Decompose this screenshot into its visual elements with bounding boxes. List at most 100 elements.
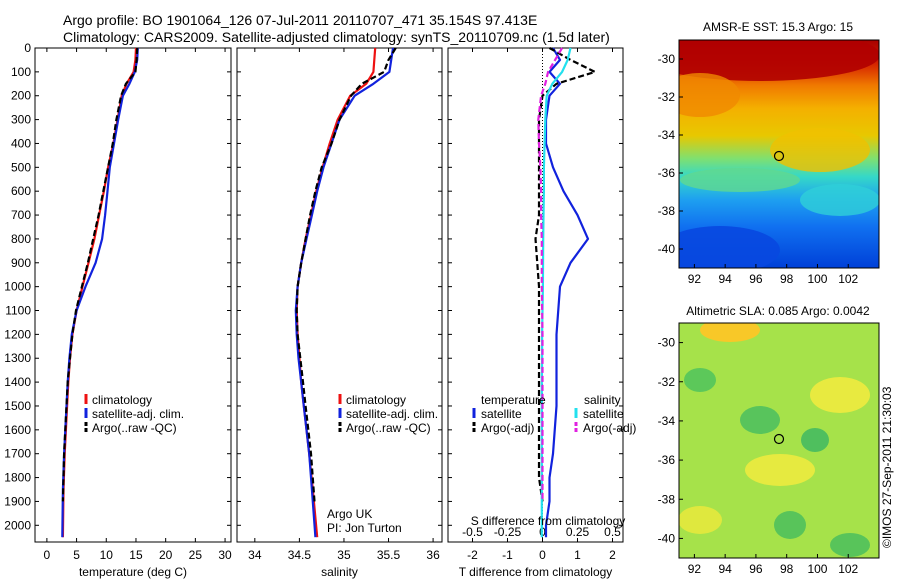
map-x-tick-label: 96 — [749, 272, 763, 286]
map-y-tick-label: -32 — [658, 375, 676, 389]
sla-map: Altimetric SLA: 0.085 Argo: 0.0042 92 94 9… — [658, 304, 880, 576]
legend-temp-argo-label: Argo(-adj) — [481, 421, 534, 435]
salinity-legend: climatology satellite-adj. clim. Argo(..… — [338, 393, 438, 435]
sla-low-patch — [830, 533, 870, 557]
sla-low-patch — [774, 511, 806, 539]
pi-annotation: PI: Jon Turton — [327, 521, 402, 535]
map-x-tick-label: 100 — [807, 562, 827, 576]
x-tick-label: 35.5 — [377, 548, 401, 562]
x-tick-label: 34 — [248, 548, 262, 562]
plot-frame — [34, 47, 232, 543]
y-tick-label: 400 — [11, 136, 31, 150]
difference-legend: temperature satellite Argo(-adj) salinit… — [472, 393, 636, 435]
x-tick-label: 25 — [189, 548, 203, 562]
s-diff-tick-label: -0.5 — [462, 525, 483, 539]
sla-high-patch — [810, 377, 870, 413]
series-line-argo-raw-qc- — [295, 47, 397, 502]
y-tick-label: 1200 — [4, 327, 31, 341]
sla-map-title: Altimetric SLA: 0.085 Argo: 0.0042 — [686, 304, 870, 318]
difference-panel: -2 -1 0 1 2-0.5 -0.25 0 0.25 0.5T difference fro… — [447, 47, 624, 579]
x-tick-label: -1 — [502, 548, 513, 562]
x-axis-label: temperature (deg C) — [79, 565, 187, 579]
map-x-tick-label: 94 — [718, 272, 732, 286]
map-y-tick-label: -38 — [658, 204, 676, 218]
y-tick-label: 1700 — [4, 447, 31, 461]
y-tick-label: 1800 — [4, 471, 31, 485]
y-tick-label: 1600 — [4, 423, 31, 437]
legend-sal-satellite-label: satellite — [583, 407, 624, 421]
x-tick-label: 34.5 — [288, 548, 312, 562]
figure-title-line-1: Argo profile: BO 1901064_126 07-Jul-2011… — [63, 12, 537, 28]
series-line-salinity-satellite — [540, 47, 572, 538]
y-tick-label: 0 — [24, 41, 31, 55]
sst-yellow-tongue — [770, 128, 870, 172]
y-tick-label: 600 — [11, 184, 31, 198]
x-tick-label: 35 — [337, 548, 351, 562]
sla-map-frame — [678, 322, 880, 559]
x-axis-label: salinity — [321, 565, 358, 579]
sst-orange-band — [679, 73, 740, 117]
map-y-tick-label: -32 — [658, 90, 676, 104]
legend-climatology-label: climatology — [346, 393, 406, 407]
legend-satellite-label: satellite-adj. clim. — [346, 407, 438, 421]
sst-map: AMSR-E SST: 15.3 Argo: 15 92 94 96 98 100 102… — [658, 20, 880, 286]
x-tick-label: 0 — [44, 548, 51, 562]
plot-frame — [236, 47, 443, 543]
x-axis-label: T difference from climatology — [459, 565, 613, 579]
sla-argo-marker — [773, 433, 785, 445]
map-x-tick-label: 92 — [688, 272, 702, 286]
map-x-tick-label: 98 — [780, 562, 794, 576]
y-tick-label: 1000 — [4, 280, 31, 294]
x-tick-label: 15 — [129, 548, 143, 562]
sla-high-patch — [679, 506, 722, 534]
y-tick-label: 800 — [11, 232, 31, 246]
s-difference-label: S difference from climatology — [471, 514, 626, 528]
sla-high-patch — [745, 454, 815, 486]
legend-argo-label: Argo(..raw -QC) — [92, 421, 177, 435]
sst-map-frame — [678, 39, 880, 269]
sst-argo-marker — [773, 150, 785, 162]
x-tick-label: 36 — [426, 548, 440, 562]
sst-map-title: AMSR-E SST: 15.3 Argo: 15 — [703, 20, 853, 34]
y-tick-label: 100 — [11, 65, 31, 79]
s-diff-tick-label: 0.5 — [604, 525, 621, 539]
y-tick-label: 700 — [11, 208, 31, 222]
sst-warm-patch — [679, 40, 879, 81]
y-tick-label: 200 — [11, 89, 31, 103]
x-tick-label: 2 — [609, 548, 616, 562]
map-x-tick-label: 96 — [749, 562, 763, 576]
legend-satellite-label: satellite-adj. clim. — [92, 407, 184, 421]
y-tick-label: 1900 — [4, 494, 31, 508]
map-x-tick-label: 92 — [688, 562, 702, 576]
y-tick-label: 1500 — [4, 399, 31, 413]
map-y-tick-label: -38 — [658, 492, 676, 506]
map-y-tick-label: -40 — [658, 242, 676, 256]
map-y-tick-label: -34 — [658, 128, 676, 142]
map-x-tick-label: 102 — [838, 562, 858, 576]
y-tick-label: 500 — [11, 160, 31, 174]
map-x-tick-label: 94 — [718, 562, 732, 576]
x-tick-label: 0 — [539, 548, 546, 562]
sst-green-band — [680, 168, 800, 192]
s-diff-tick-label: 0.25 — [566, 525, 590, 539]
legend-salinity-title: salinity — [584, 393, 621, 407]
sst-deep-blue — [679, 226, 780, 268]
x-tick-label: 1 — [574, 548, 581, 562]
map-y-tick-label: -36 — [658, 453, 676, 467]
sla-high-patch — [700, 323, 760, 342]
x-tick-label: -2 — [467, 548, 478, 562]
series-line-salinity-argo-adj- — [537, 47, 564, 502]
map-y-tick-label: -30 — [658, 336, 676, 350]
x-tick-label: 30 — [218, 548, 232, 562]
map-y-tick-label: -40 — [658, 531, 676, 545]
salinity-panel: 34 34.5 35 35.5 36 salinity — [236, 47, 443, 579]
map-x-tick-label: 102 — [838, 272, 858, 286]
sla-low-patch — [684, 368, 716, 392]
argo-uk-annotation: Argo UK — [327, 507, 372, 521]
map-y-tick-label: -30 — [658, 52, 676, 66]
map-y-tick-label: -36 — [658, 166, 676, 180]
s-diff-tick-label: -0.25 — [494, 525, 522, 539]
plot-frame — [447, 47, 624, 543]
sla-low-patch — [740, 406, 780, 434]
